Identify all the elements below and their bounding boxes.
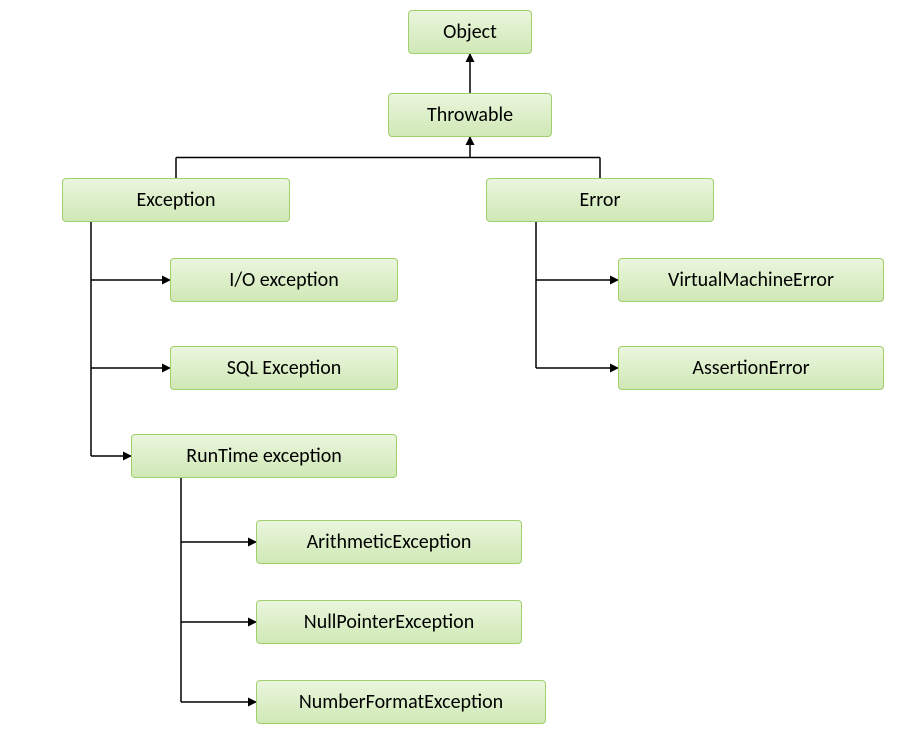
node-label: Exception: [136, 188, 215, 212]
node-exception: Exception: [62, 178, 290, 222]
node-label: Object: [443, 20, 497, 44]
node-label: Error: [580, 188, 621, 212]
node-label: AssertionError: [692, 356, 809, 380]
node-nullptr: NullPointerException: [256, 600, 522, 644]
node-io: I/O exception: [170, 258, 398, 302]
node-label: ArithmeticException: [307, 530, 472, 554]
node-vmerr: VirtualMachineError: [618, 258, 884, 302]
node-asserterr: AssertionError: [618, 346, 884, 390]
diagram-canvas: Object Throwable Exception Error I/O excepti…: [0, 0, 924, 751]
node-label: RunTime exception: [186, 444, 342, 468]
node-object: Object: [408, 10, 532, 54]
node-label: SQL Exception: [227, 356, 342, 380]
node-label: NumberFormatException: [299, 690, 503, 714]
node-sql: SQL Exception: [170, 346, 398, 390]
node-label: Throwable: [427, 103, 513, 127]
node-error: Error: [486, 178, 714, 222]
node-label: VirtualMachineError: [668, 268, 834, 292]
node-arith: ArithmeticException: [256, 520, 522, 564]
node-runtime: RunTime exception: [131, 434, 397, 478]
node-throwable: Throwable: [388, 93, 552, 137]
node-label: NullPointerException: [304, 610, 474, 634]
node-label: I/O exception: [229, 268, 338, 292]
node-numfmt: NumberFormatException: [256, 680, 546, 724]
